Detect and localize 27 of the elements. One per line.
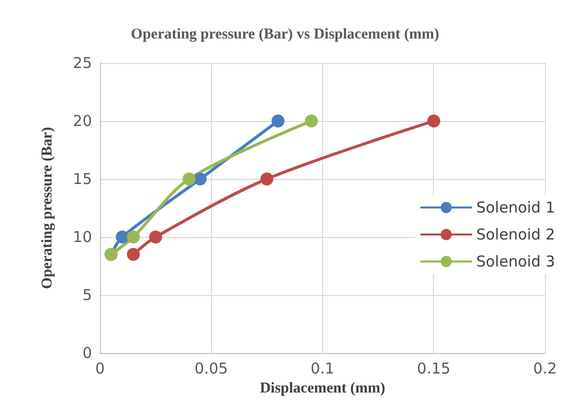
y-tick-label: 10 (72, 228, 92, 246)
chart-title: Operating pressure (Bar) vs Displacement (mm) (130, 26, 440, 42)
x-tick-label: 0.2 (533, 360, 557, 378)
y-tick-label: 0 (82, 344, 92, 362)
legend-label: Solenoid 2 (476, 226, 555, 244)
y-tick-label: 5 (82, 286, 92, 304)
y-axis-title: Operating pressure (Bar) (40, 127, 56, 289)
point (427, 114, 440, 128)
point (116, 230, 129, 244)
x-axis-title: Displacement (mm) (260, 380, 386, 396)
x-tick-label: 0 (95, 360, 105, 378)
x-tick-label: 0.1 (310, 360, 334, 378)
point (304, 114, 318, 128)
point (126, 230, 140, 244)
y-tick-label: 25 (72, 54, 92, 72)
point (272, 114, 284, 128)
point (149, 230, 162, 244)
point (182, 172, 196, 186)
point (194, 172, 207, 186)
point (126, 248, 140, 261)
x-tick-label: 0.05 (194, 360, 228, 378)
point (260, 172, 274, 186)
x-tick-label: 0.15 (417, 360, 450, 378)
legend-label: Solenoid 3 (476, 252, 555, 270)
legend-label: Solenoid 1 (476, 198, 555, 216)
y-tick-label: 15 (72, 170, 92, 188)
y-tick-label: 20 (72, 112, 92, 130)
